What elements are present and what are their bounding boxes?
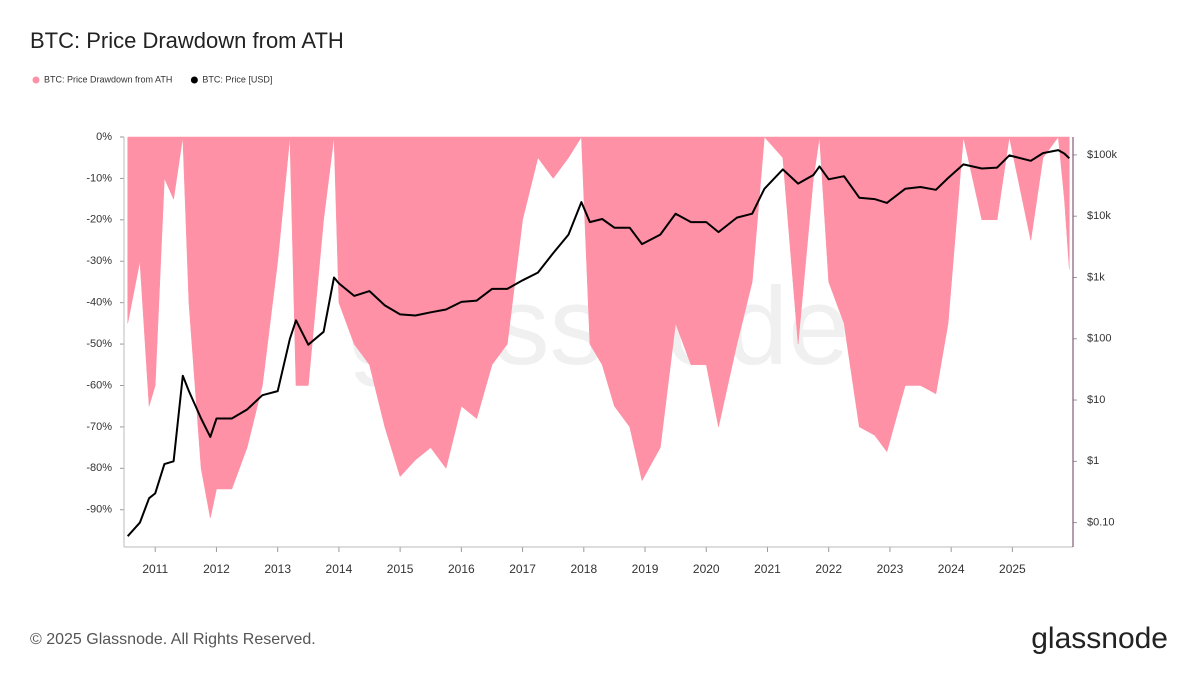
y-tick-label: -90%	[86, 504, 112, 516]
legend-marker	[32, 76, 40, 84]
y2-tick-label: $10	[1087, 394, 1105, 406]
y-tick-label: -80%	[86, 462, 112, 474]
x-tick-label: 2012	[203, 562, 230, 576]
drawdown-area	[127, 136, 1070, 519]
y2-tick-label: $0.10	[1087, 517, 1115, 529]
x-tick-label: 2024	[938, 562, 965, 576]
y2-tick-label: $10k	[1087, 210, 1111, 222]
y-tick-label: 0%	[96, 131, 112, 143]
legend-marker	[190, 76, 198, 84]
x-tick-label: 2020	[693, 562, 720, 576]
y-tick-label: -20%	[86, 214, 112, 226]
x-tick-label: 2016	[448, 562, 475, 576]
x-tick-label: 2014	[326, 562, 353, 576]
y2-tick-label: $100	[1087, 333, 1111, 345]
x-tick-label: 2017	[509, 562, 536, 576]
x-tick-label: 2019	[632, 562, 659, 576]
legend-label: BTC: Price [USD]	[202, 74, 272, 84]
y-tick-label: -40%	[86, 297, 112, 309]
x-tick-label: 2023	[877, 562, 904, 576]
copyright: © 2025 Glassnode. All Rights Reserved.	[30, 631, 316, 648]
x-tick-label: 2025	[999, 562, 1026, 576]
y2-tick-label: $1	[1087, 455, 1099, 467]
y-tick-label: -50%	[86, 338, 112, 350]
y-tick-label: -30%	[86, 255, 112, 267]
x-tick-label: 2018	[570, 562, 597, 576]
y-tick-label: -10%	[86, 172, 112, 184]
x-tick-label: 2015	[387, 562, 414, 576]
chart-title: BTC: Price Drawdown from ATH	[30, 28, 344, 53]
x-tick-label: 2013	[264, 562, 291, 576]
logo: glassnode	[1031, 622, 1168, 655]
x-tick-label: 2011	[142, 562, 168, 576]
y-tick-label: -70%	[86, 421, 112, 433]
y2-tick-label: $1k	[1087, 271, 1105, 283]
y-tick-label: -60%	[86, 379, 112, 391]
x-tick-label: 2021	[754, 562, 781, 576]
x-tick-label: 2022	[815, 562, 842, 576]
y2-tick-label: $100k	[1087, 149, 1117, 161]
legend-label: BTC: Price Drawdown from ATH	[44, 74, 172, 84]
price-line	[126, 149, 1070, 537]
